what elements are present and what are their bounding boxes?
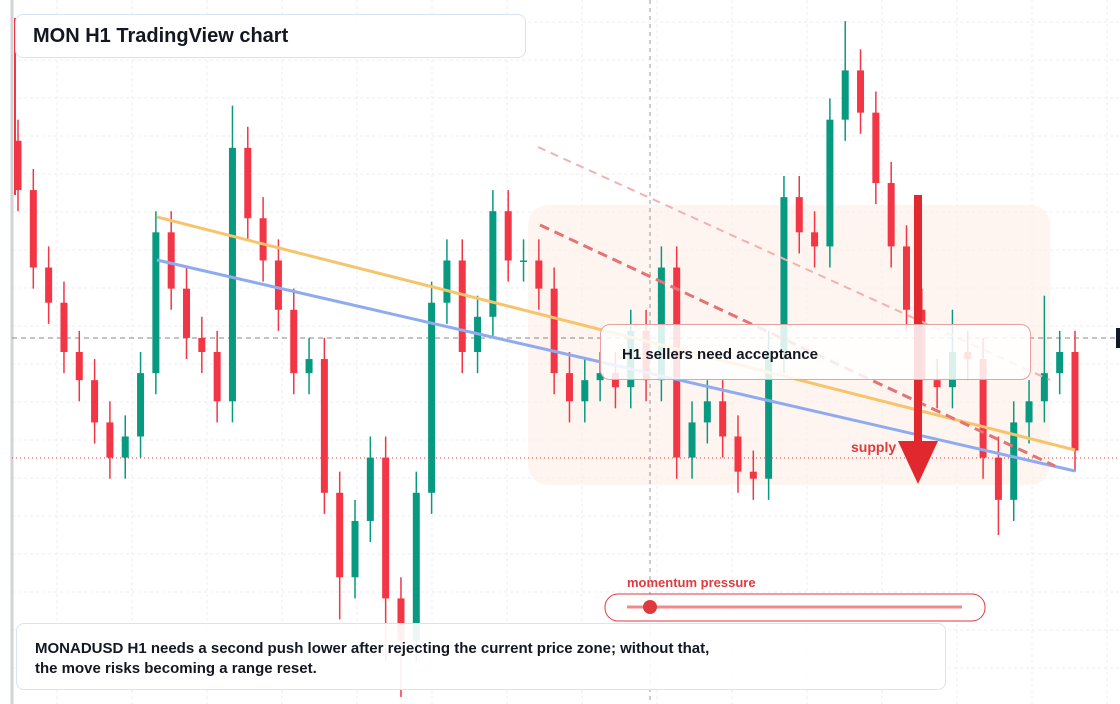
candle-body: [887, 183, 895, 247]
candle-body: [994, 457, 1002, 500]
candle-body: [765, 352, 773, 479]
candle-body: [489, 211, 497, 317]
price-tag: [1116, 328, 1120, 348]
candle-body: [703, 401, 711, 423]
candle-body: [826, 119, 834, 247]
candle-body: [688, 422, 696, 458]
candle-body: [857, 70, 865, 113]
candle-body: [1040, 373, 1048, 402]
candle-body: [734, 436, 742, 472]
candle-body: [351, 520, 359, 578]
candle-body: [213, 352, 221, 402]
candle-body: [780, 197, 788, 352]
candle-body: [397, 598, 405, 641]
candle-body: [872, 112, 880, 184]
caption: MONADUSD H1 needs a second push lower af…: [16, 623, 946, 690]
candle-body: [979, 359, 987, 458]
candle-body: [152, 232, 160, 374]
candle-body: [137, 373, 145, 437]
candle-body: [274, 260, 282, 310]
candle-body: [75, 352, 83, 381]
candle-body: [167, 232, 175, 289]
candle-body: [520, 260, 528, 262]
candle-body: [1056, 352, 1064, 374]
caption-line: the move risks becoming a range reset.: [35, 660, 317, 677]
candle-body: [841, 70, 849, 120]
candle-body: [320, 359, 328, 493]
candle-body: [581, 380, 589, 402]
candle-body: [259, 218, 267, 261]
candle-body: [719, 401, 727, 437]
callout: H1 sellers need acceptance: [600, 324, 1031, 380]
candle-body: [535, 260, 543, 289]
candle-body: [1071, 352, 1079, 451]
candle-body: [336, 492, 344, 578]
candle-body: [305, 359, 313, 374]
candle-body: [443, 260, 451, 303]
candle-body: [749, 471, 757, 479]
candle-body: [458, 260, 466, 352]
trendline-dashed: [539, 223, 1056, 468]
candle-body: [611, 373, 619, 388]
candle-body: [550, 288, 558, 374]
candle-body: [244, 147, 252, 219]
candle-body: [106, 422, 114, 458]
candle-body: [412, 492, 420, 641]
candle-body: [657, 267, 665, 381]
candle-body: [183, 288, 191, 338]
arrow-head: [898, 441, 938, 484]
candle-body: [60, 302, 68, 352]
chart-title: MON H1 TradingView chart: [15, 14, 526, 58]
candle-body: [45, 267, 53, 303]
candle-body: [382, 457, 390, 599]
candle-body: [1010, 422, 1018, 500]
candle-body: [596, 373, 604, 381]
gauge-knob: [643, 600, 657, 614]
candle-body: [795, 197, 803, 233]
zone-label: supply: [851, 439, 897, 455]
candle-body: [290, 309, 298, 374]
candle-body: [811, 232, 819, 247]
candle-body: [1025, 401, 1033, 423]
candle-body: [198, 337, 206, 352]
candle-body: [91, 380, 99, 423]
candle-body: [428, 302, 436, 493]
candle-body: [29, 190, 37, 268]
caption-line: MONADUSD H1 needs a second push lower af…: [35, 640, 710, 657]
candle-body: [902, 246, 910, 310]
candle-body: [366, 457, 374, 521]
candle-body: [565, 373, 573, 402]
candle-body: [14, 140, 22, 191]
gauge-label: momentum pressure: [627, 575, 756, 590]
candle-body: [121, 436, 129, 458]
candle-body: [228, 147, 236, 402]
candle-body: [933, 380, 941, 388]
candle-body: [504, 211, 512, 261]
